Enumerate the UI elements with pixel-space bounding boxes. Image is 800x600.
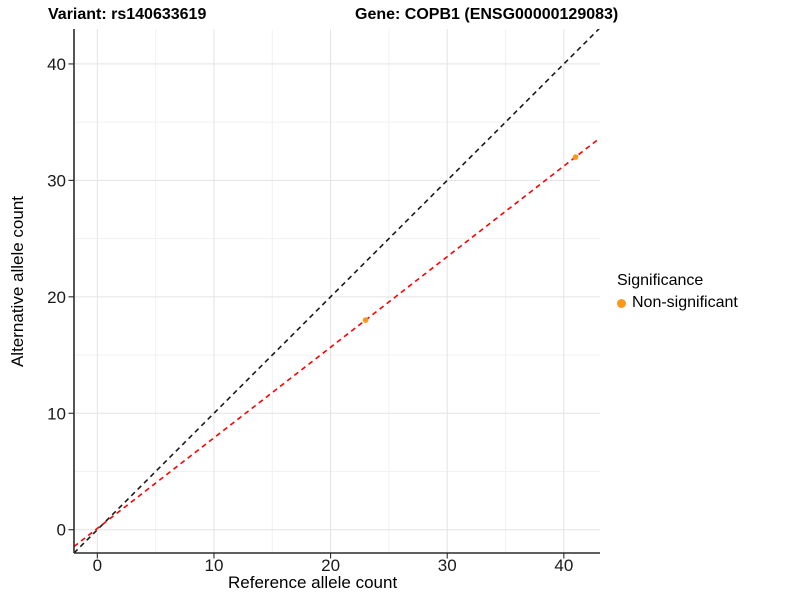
x-tick-label: 0 [93, 556, 102, 575]
y-tick-label: 40 [47, 55, 66, 74]
legend-items: Non-significant [617, 294, 738, 312]
legend-point-icon [617, 298, 626, 308]
y-tick-label: 0 [57, 521, 66, 540]
plot-title-variant: Variant: rs140633619 [48, 6, 207, 23]
x-axis-title: Reference allele count [228, 573, 398, 592]
x-tick-label: 30 [438, 556, 457, 575]
x-tick-label: 10 [204, 556, 223, 575]
y-tick-label: 30 [47, 171, 66, 190]
x-tick-label: 40 [554, 556, 573, 575]
legend-title: Significance [617, 272, 704, 289]
y-tick-label: 20 [47, 288, 66, 307]
fit-line [74, 137, 600, 548]
y-tick-label: 10 [47, 404, 66, 423]
data-point [362, 317, 369, 323]
legend: Significance Non-significant [617, 272, 738, 312]
plot-title-gene: Gene: COPB1 (ENSG00000129083) [355, 6, 619, 23]
legend-item-label: Non-significant [632, 294, 738, 311]
data-point [572, 154, 579, 160]
legend-item: Non-significant [617, 294, 738, 312]
y-axis-title: Alternative allele count [8, 196, 27, 368]
identity-line [74, 29, 600, 553]
x-tick-label: 20 [321, 556, 340, 575]
